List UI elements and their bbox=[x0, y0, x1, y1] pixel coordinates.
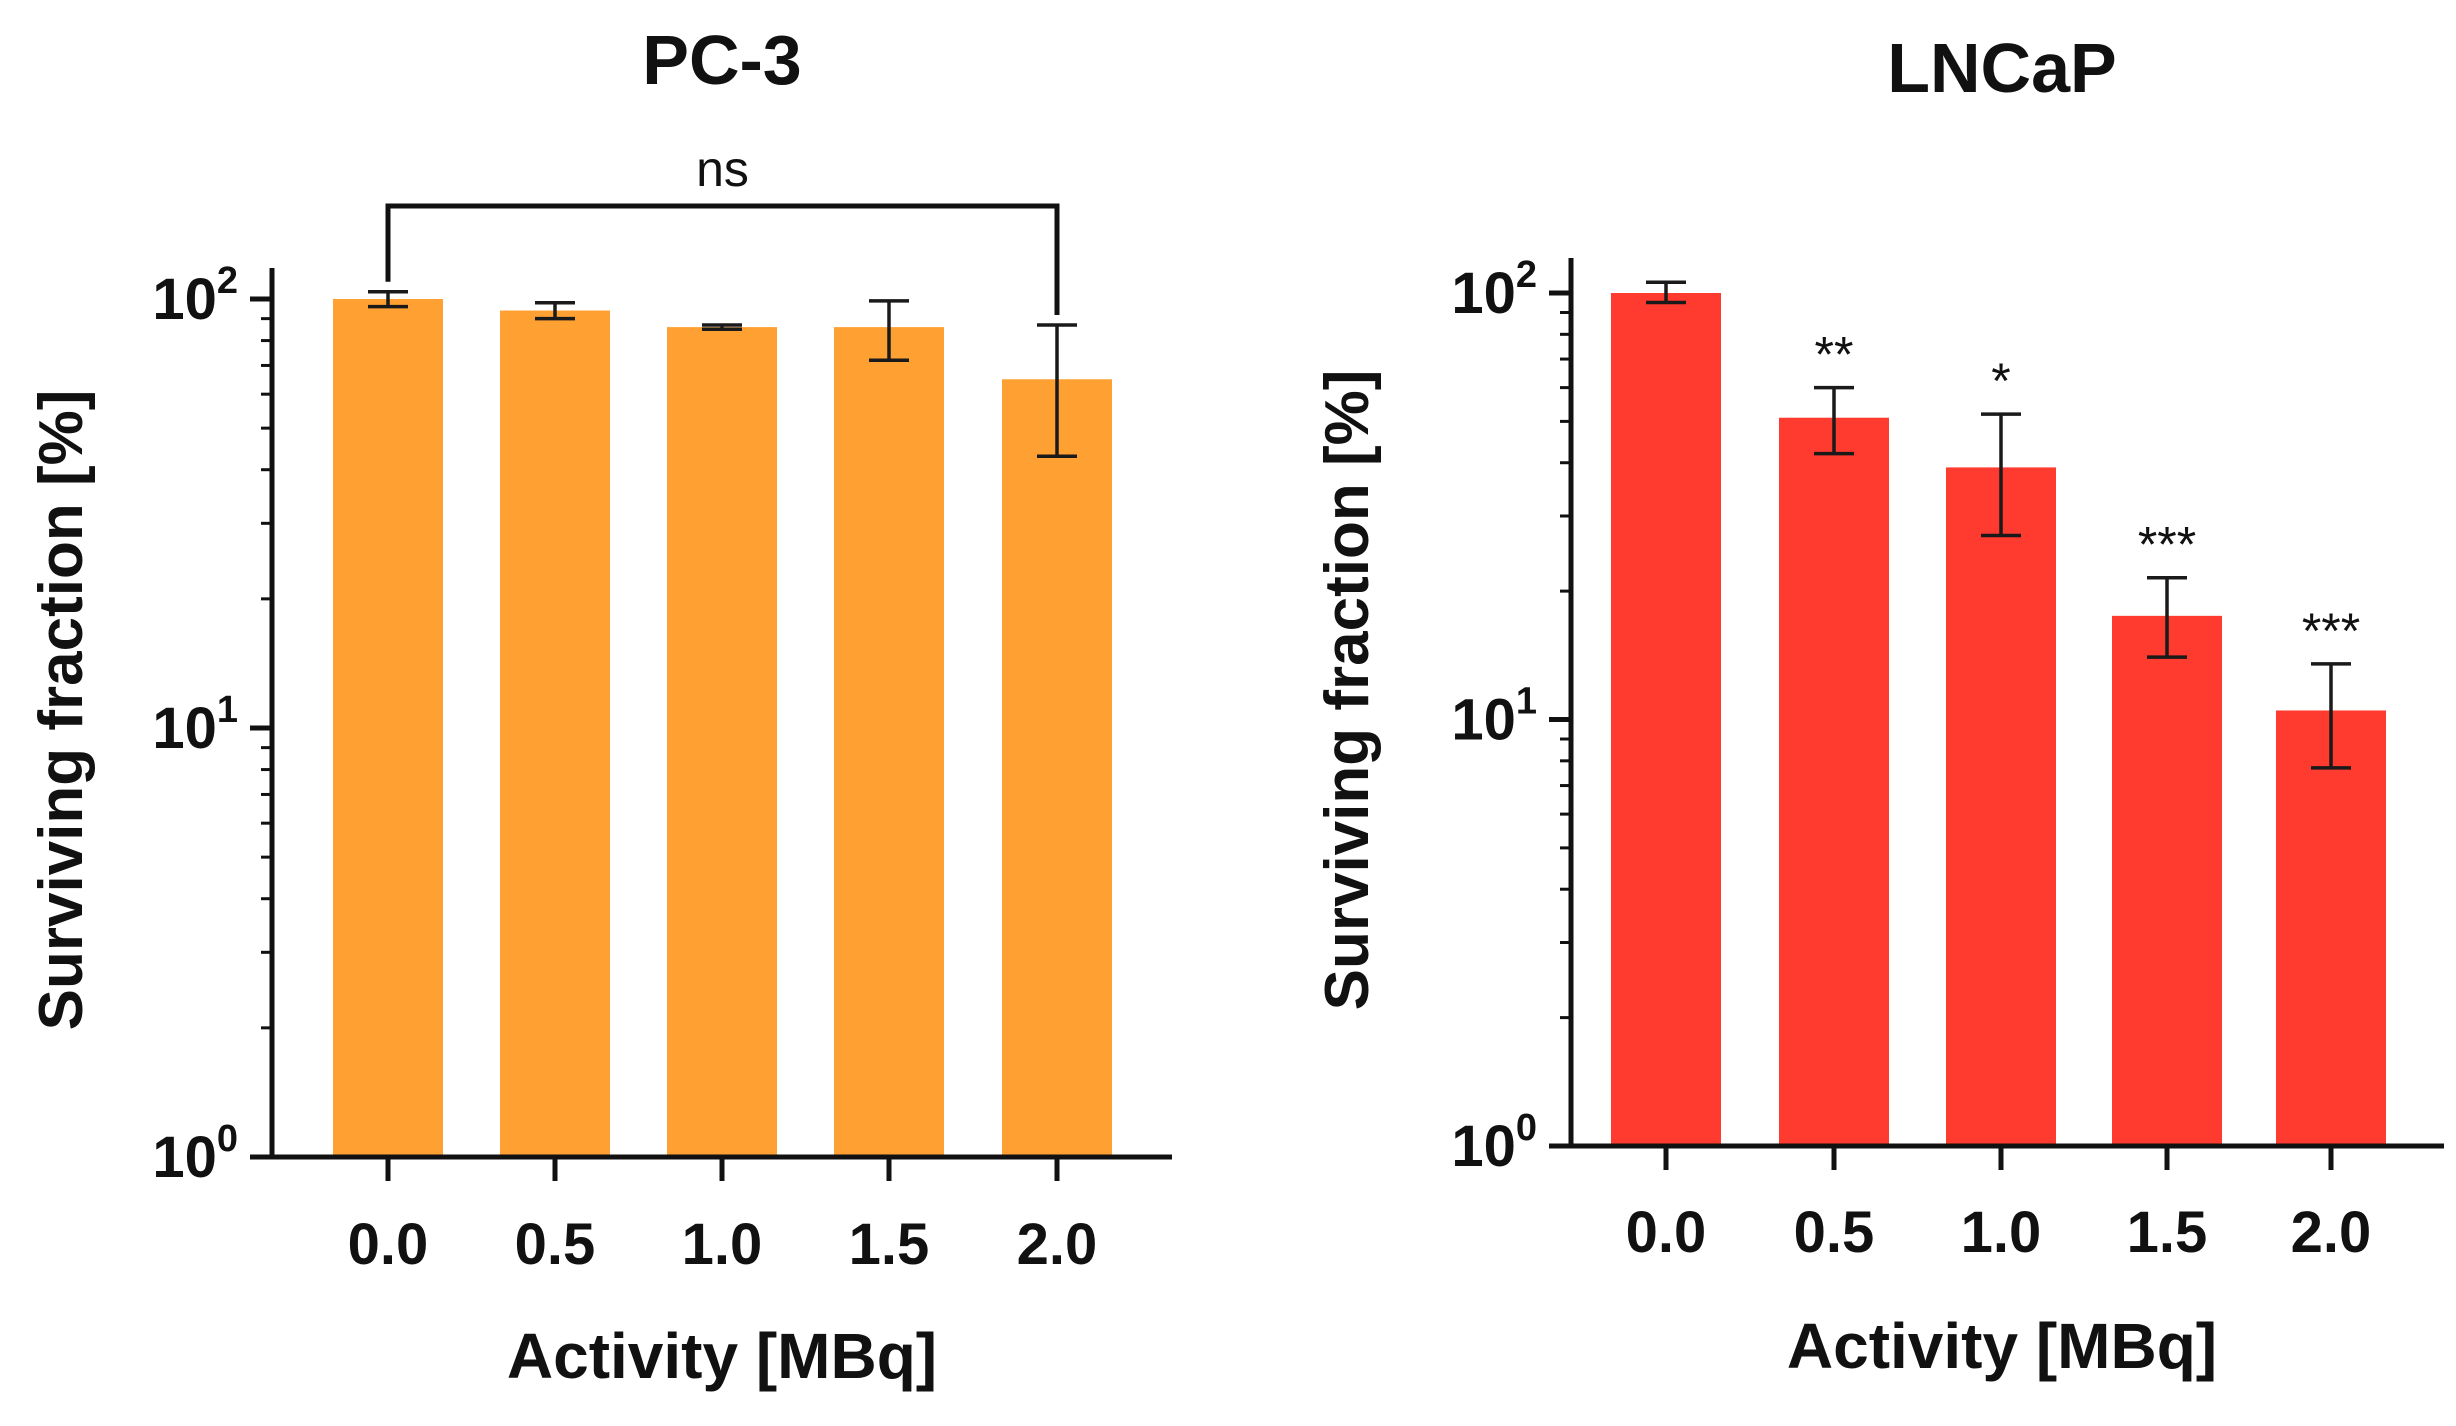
significance-marker-1.0: * bbox=[1991, 353, 2010, 409]
x-axis-label: Activity [MBq] bbox=[507, 1320, 937, 1392]
error-bar-1.0 bbox=[1981, 412, 2021, 538]
error-bar-1.5 bbox=[869, 299, 909, 362]
error-bar-0.5 bbox=[535, 301, 575, 321]
significance-marker-1.5: *** bbox=[2138, 517, 2196, 573]
x-tick-label: 0.5 bbox=[515, 1212, 596, 1277]
x-axis-label: Activity [MBq] bbox=[1787, 1310, 2217, 1382]
bar-0.5 bbox=[500, 310, 610, 1157]
bar-0.0 bbox=[333, 299, 443, 1157]
chart-panel-pc3: PC-3 ns 100 101 102 0.0 0.5 1.0 1.5 2.0 Activity [… bbox=[27, 21, 1172, 1392]
bar-2.0 bbox=[2276, 710, 2386, 1146]
y-tick-label: 100 bbox=[1451, 1107, 1537, 1179]
y-tick-label: 102 bbox=[152, 260, 238, 332]
significance-marker-0.5: ** bbox=[1815, 327, 1854, 383]
error-bar-0.0 bbox=[368, 289, 408, 309]
x-tick-label: 0.0 bbox=[348, 1212, 429, 1277]
x-tick-label: 0.0 bbox=[1626, 1200, 1707, 1265]
x-tick-label: 1.5 bbox=[849, 1212, 930, 1277]
error-bar-1.0 bbox=[702, 323, 742, 332]
error-bar-0.0 bbox=[1646, 280, 1686, 305]
bar-0.5 bbox=[1779, 417, 1889, 1146]
x-tick-label: 1.5 bbox=[2127, 1200, 2208, 1265]
significance-marker-2.0: *** bbox=[2302, 603, 2360, 659]
y-axis-label: Surviving fraction [%] bbox=[27, 390, 96, 1031]
y-axis-label: Surviving fraction [%] bbox=[1313, 370, 1382, 1011]
bar-0.0 bbox=[1611, 293, 1721, 1146]
bar-1.5 bbox=[834, 327, 944, 1157]
error-bar-2.0 bbox=[1037, 323, 1077, 458]
bar-1.0 bbox=[667, 327, 777, 1157]
bar-1.0 bbox=[1946, 467, 2056, 1146]
bar-2.0 bbox=[1002, 379, 1112, 1158]
x-tick-label: 1.0 bbox=[1961, 1200, 2042, 1265]
y-tick-label: 102 bbox=[1451, 254, 1537, 326]
y-tick-label: 100 bbox=[152, 1118, 238, 1190]
error-bar-0.5 bbox=[1814, 385, 1854, 456]
chart-title: PC-3 bbox=[642, 21, 801, 99]
error-bar-2.0 bbox=[2311, 662, 2351, 770]
x-tick-label: 0.5 bbox=[1794, 1200, 1875, 1265]
bracket-label: ns bbox=[696, 141, 749, 197]
significance-bracket bbox=[385, 203, 1060, 315]
chart-title: LNCaP bbox=[1887, 29, 2116, 107]
x-tick-label: 1.0 bbox=[682, 1212, 763, 1277]
y-tick-label: 101 bbox=[1451, 681, 1537, 753]
x-tick-label: 2.0 bbox=[1017, 1212, 1098, 1277]
y-tick-label: 101 bbox=[152, 689, 238, 761]
error-bar-1.5 bbox=[2147, 575, 2187, 659]
bar-1.5 bbox=[2112, 615, 2222, 1146]
x-tick-label: 2.0 bbox=[2291, 1200, 2372, 1265]
